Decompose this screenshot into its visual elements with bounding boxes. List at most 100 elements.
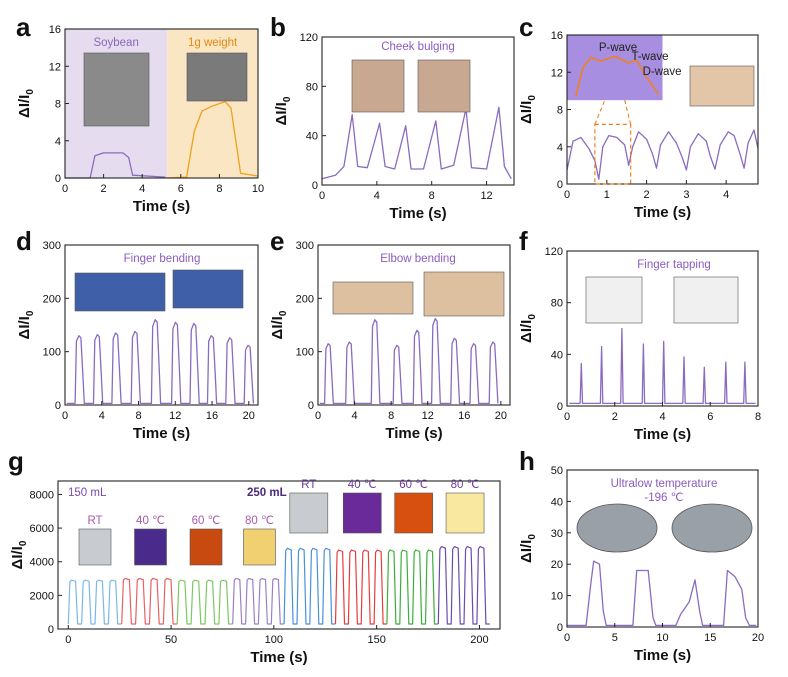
x-axis-label: Time (s): [385, 425, 442, 442]
zoom-line-right: [624, 100, 632, 125]
y-tick-label: 16: [551, 30, 563, 42]
series-line-0: [321, 106, 512, 180]
series-line-0: [65, 152, 166, 179]
photo-wrist: [689, 65, 755, 107]
x-axis-label: Time (s): [634, 647, 691, 664]
x-tick-label: 0: [62, 410, 68, 422]
x-tick-label: 20: [243, 410, 255, 422]
region-label: 1g weight: [188, 37, 238, 49]
x-tick-label: 0: [564, 632, 570, 644]
zoom-line-left: [594, 99, 606, 125]
x-tick-label: 4: [139, 183, 145, 195]
x-tick-label: 8: [755, 411, 761, 423]
x-tick-label: 4: [723, 189, 729, 201]
series-line-1: [167, 100, 259, 179]
x-axis-label: Time (s): [634, 204, 691, 221]
x-axis-label: Time (s): [133, 198, 190, 215]
photo-frame: [243, 528, 276, 566]
region-1: [167, 29, 258, 178]
series-line-1: [121, 577, 178, 625]
panel-h: [567, 560, 757, 627]
y-tick-label: 4000: [30, 557, 54, 569]
beaker-photo: [342, 492, 382, 534]
panel-d: [66, 319, 255, 405]
y-axis-label: ΔI/I0: [9, 540, 29, 569]
series-line: [319, 317, 499, 405]
series-line-0: [567, 560, 757, 627]
y-axis-label: ΔI/I0: [518, 534, 538, 563]
photo-cheek-2: [417, 59, 471, 113]
y-tick-label: 16: [49, 24, 61, 36]
annotation-d-wave: D-wave: [643, 66, 682, 78]
y-tick-label: 30: [551, 528, 563, 540]
y-tick-label: 50: [551, 465, 563, 477]
x-tick-label: 10: [252, 183, 264, 195]
panel-label: f: [519, 226, 528, 256]
axes-g: [57, 480, 501, 630]
panel-label: g: [8, 446, 24, 476]
beaker-photo: [189, 528, 223, 566]
condition-label: 80 ℃: [451, 479, 480, 491]
x-tick-label: 2: [101, 183, 107, 195]
x-tick-label: 8: [216, 183, 222, 195]
x-tick-label: 0: [62, 183, 68, 195]
x-tick-label: 0: [65, 634, 71, 646]
y-tick-label: 40: [551, 496, 563, 508]
y-tick-label: 0: [48, 624, 54, 636]
y-axis-label: ΔI/I0: [518, 314, 538, 343]
panel-g: [67, 546, 490, 625]
x-tick-label: 20: [752, 632, 764, 644]
y-tick-label: 12: [49, 61, 61, 73]
beaker-photo: [394, 492, 433, 534]
y-tick-label: 6000: [30, 523, 54, 535]
beaker-photo: [243, 528, 276, 566]
panel-label: e: [270, 226, 284, 256]
axes-frame: [57, 480, 501, 630]
panel-label: a: [16, 12, 31, 42]
x-tick-label: 150: [367, 634, 385, 646]
y-tick-label: 0: [308, 400, 314, 412]
y-tick-label: 20: [551, 559, 563, 571]
x-tick-label: 2: [644, 189, 650, 201]
y-tick-label: 8: [557, 105, 563, 117]
photo-frame: [445, 492, 485, 534]
x-tick-label: 8: [135, 410, 141, 422]
series-line: [66, 319, 255, 405]
x-axis-label: Time (s): [250, 649, 307, 666]
x-tick-label: 16: [206, 410, 218, 422]
x-tick-label: 0: [315, 410, 321, 422]
x-tick-label: 8: [388, 410, 394, 422]
beaker-photo: [134, 528, 167, 566]
axes-c: [566, 34, 759, 185]
panel-b: [321, 106, 512, 180]
condition-label: 40 ℃: [136, 515, 165, 527]
photo-tap-1: [585, 276, 643, 324]
x-axis-label: Time (s): [389, 205, 446, 222]
y-tick-label: 80: [306, 81, 318, 93]
series-line-0: [67, 579, 122, 625]
x-tick-label: 15: [704, 632, 716, 644]
x-tick-label: 10: [656, 632, 668, 644]
photo-frame: [342, 492, 382, 534]
photo-dish-2: [671, 503, 753, 553]
axes-a: [64, 28, 259, 179]
y-tick-label: 8: [55, 99, 61, 111]
y-tick-label: 300: [296, 240, 314, 252]
photo-frame: [689, 65, 755, 107]
y-tick-label: 12: [551, 67, 563, 79]
series-line-5: [334, 549, 387, 625]
panel-label: h: [519, 446, 535, 476]
photo-cheek-1: [351, 59, 405, 113]
photo-soybean-balance: [83, 52, 150, 127]
x-axis-label: Time (s): [133, 425, 190, 442]
axes-frame: [317, 244, 511, 406]
y-tick-label: 8000: [30, 489, 54, 501]
photo-frame: [186, 52, 248, 102]
beaker-photo: [78, 528, 112, 566]
x-tick-label: 4: [374, 190, 380, 202]
series-line-7: [437, 546, 490, 625]
photo-frame: [394, 492, 433, 534]
condition-label: 60 ℃: [399, 479, 428, 491]
condition-label: 40 ℃: [348, 479, 377, 491]
photo-frame: [332, 281, 414, 315]
